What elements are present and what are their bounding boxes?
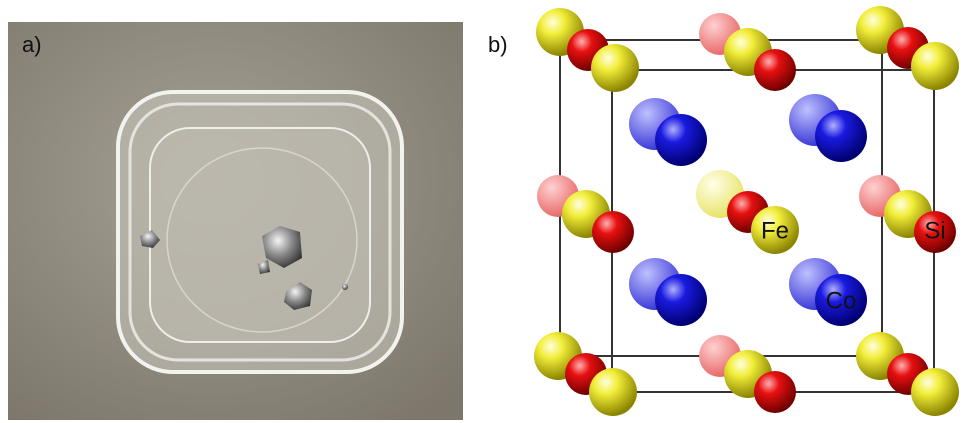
atom-label: Co [826,287,857,314]
atom [589,368,637,416]
atom [655,274,707,326]
page: a) b) FeSiCo (() => { const data = JSON.… [0,0,963,423]
figure: a) b) Fe Si Co [0,0,963,423]
panel-label: b) [488,32,508,57]
atom-label: Fe [761,217,789,244]
atom-label: Si [924,217,945,244]
atom [815,110,867,162]
crystal-structure: b) Fe Si Co [488,6,959,416]
photo: a) [8,22,463,420]
panel-label: a) [22,32,42,57]
atom [911,42,959,90]
atom [754,49,796,91]
atom [911,368,959,416]
atom [754,371,796,413]
atom [591,44,639,92]
atom [655,114,707,166]
atom [592,211,634,253]
